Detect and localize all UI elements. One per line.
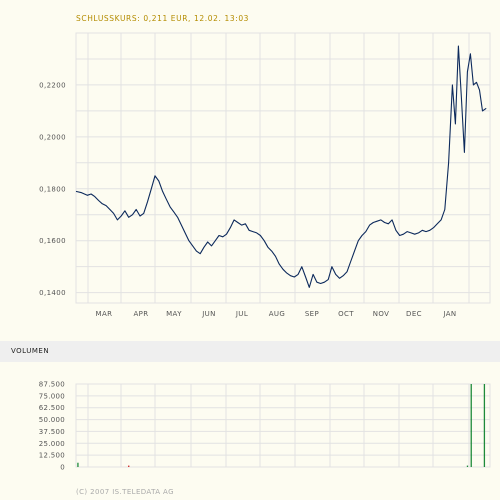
- volume-bar: [466, 465, 469, 467]
- price-y-axis: 0,1400 0,1600 0,1800 0,2000 0,2200: [39, 81, 66, 297]
- price-y-tick-label: 0,2200: [39, 81, 66, 89]
- volume-y-tick-label: 37.500: [39, 428, 65, 436]
- price-grid: [75, 32, 491, 304]
- price-y-tick-label: 0,2000: [39, 133, 66, 141]
- price-x-tick-label: APR: [133, 310, 148, 318]
- volume-grid: [75, 383, 491, 468]
- volume-bar: [483, 384, 486, 467]
- price-x-tick-label: JUN: [201, 310, 216, 318]
- volume-y-axis: 0 12.500 25.000 37.500 50.000 62.500 75.000 87.…: [39, 381, 65, 472]
- volume-y-tick-label: 75.000: [39, 392, 65, 400]
- price-y-tick-label: 0,1400: [39, 289, 66, 297]
- copyright-footer: (C) 2007 IS.TELEDATA AG: [76, 488, 174, 496]
- price-x-tick-label: OCT: [338, 310, 354, 318]
- price-x-tick-label: MAR: [96, 310, 113, 318]
- chart-title: SCHLUSSKURS: 0,211 EUR, 12.02. 13:03: [76, 14, 250, 23]
- price-y-tick-label: 0,1800: [39, 185, 66, 193]
- price-x-tick-label: JUL: [235, 310, 248, 318]
- price-line: [75, 45, 487, 288]
- volume-y-tick-label: 62.500: [39, 404, 65, 412]
- volume-y-tick-label: 12.500: [39, 452, 65, 460]
- volume-y-tick-label: 87.500: [39, 381, 65, 389]
- volume-y-tick-label: 50.000: [39, 416, 65, 424]
- price-y-tick-label: 0,1600: [39, 237, 66, 245]
- price-x-tick-label: NOV: [373, 310, 390, 318]
- price-x-tick-label: SEP: [305, 310, 319, 318]
- volume-bar: [470, 384, 472, 467]
- price-x-axis: MAR APR MAY JUN JUL AUG SEP OCT NOV DEC JAN: [96, 310, 457, 318]
- volume-bar: [128, 465, 130, 467]
- volume-label: VOLUMEN: [11, 347, 50, 355]
- volume-plot-frame: [75, 383, 491, 468]
- price-plot-frame: [75, 32, 491, 304]
- volume-y-tick-label: 0: [60, 464, 65, 472]
- volume-bar: [77, 462, 79, 467]
- volume-y-tick-label: 25.000: [39, 440, 65, 448]
- price-x-tick-label: DEC: [406, 310, 422, 318]
- volume-bars: [77, 384, 486, 467]
- price-chart: 0,1400 0,1600 0,1800 0,2000 0,2200 MAR APR MAY…: [39, 32, 491, 318]
- volume-header-band: [0, 341, 500, 362]
- price-x-tick-label: MAY: [166, 310, 182, 318]
- price-x-tick-label: AUG: [269, 310, 286, 318]
- price-x-tick-label: JAN: [442, 310, 456, 318]
